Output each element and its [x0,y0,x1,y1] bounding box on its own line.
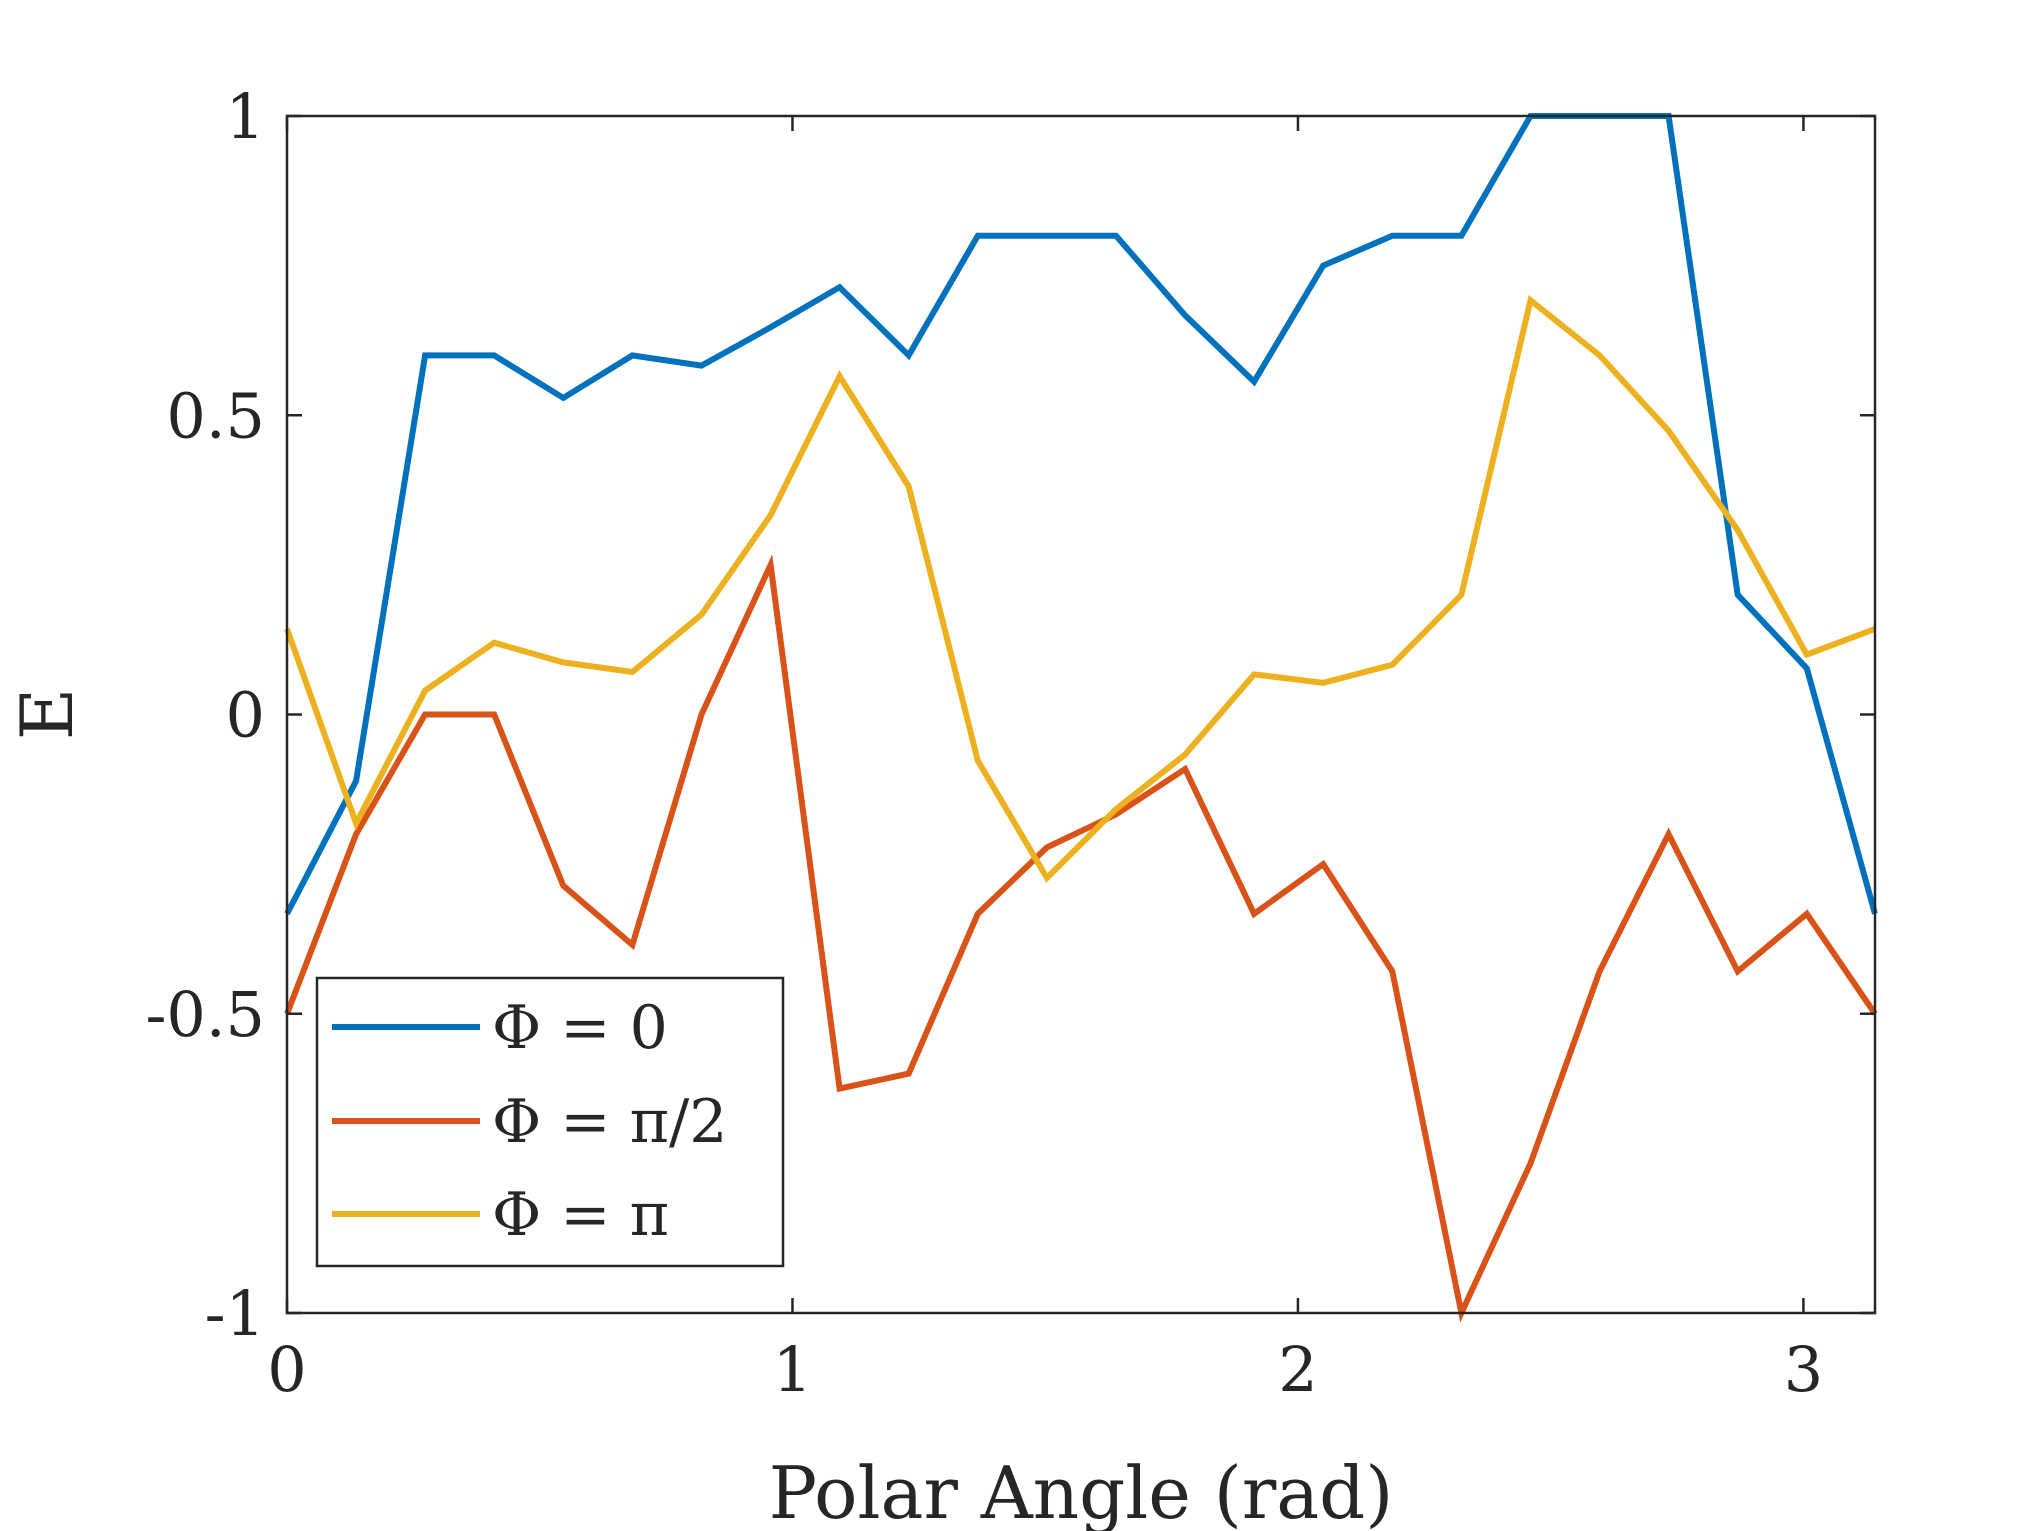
axis-ticks: 0 1 2 3 -1 -0.5 0 0.5 1 [145,80,1875,1406]
legend-label-phi-pi-half: Φ = π/2 [492,1087,727,1157]
series-line-phi-pi [284,294,1877,883]
series-line-phi-pi-half [284,554,1878,1323]
y-tick-label: 1 [226,80,265,153]
legend: Φ = 0 Φ = π/2 Φ = π [315,976,785,1268]
y-axis-label: E [5,688,89,741]
legend-label-phi-pi: Φ = π [492,1180,669,1250]
x-tick-label: 0 [267,1333,306,1406]
y-tick-label: -0.5 [145,978,265,1051]
x-tick-label: 1 [773,1333,812,1406]
x-tick-label: 3 [1784,1333,1823,1406]
x-axis-label: Polar Angle (rad) [769,1451,1394,1531]
y-tick-label: -1 [205,1277,265,1350]
legend-label-phi-0: Φ = 0 [492,993,668,1063]
y-tick-label: 0 [226,679,265,752]
y-tick-label: 0.5 [166,379,265,452]
x-tick-label: 2 [1278,1333,1317,1406]
